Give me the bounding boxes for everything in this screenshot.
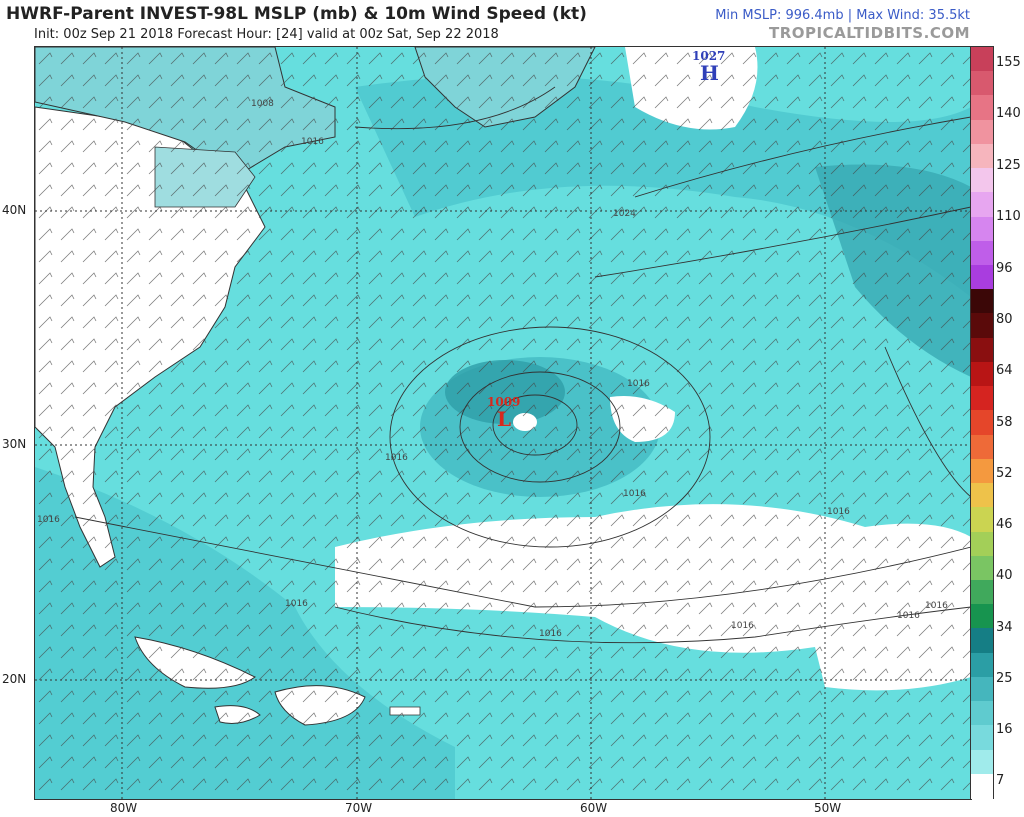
colorbar-segment (971, 143, 993, 169)
colorbar-segment (971, 240, 993, 266)
colorbar-segment (971, 216, 993, 242)
colorbar-label: 110 (996, 209, 1021, 224)
colorbar-label: 58 (996, 415, 1013, 430)
isobar-label: 1016 (539, 629, 562, 639)
isobar-label: 1016 (37, 515, 60, 525)
colorbar-segment (971, 555, 993, 581)
colorbar-segment (971, 337, 993, 363)
map-title: HWRF-Parent INVEST-98L MSLP (mb) & 10m W… (6, 4, 587, 24)
colorbar-segment (971, 701, 993, 726)
colorbar-label: 80 (996, 312, 1013, 327)
colorbar-segment (971, 676, 993, 702)
isobar-label: 1016 (623, 489, 646, 499)
isobar-label: 1016 (301, 137, 324, 147)
isobar-label: 1016 (731, 621, 754, 631)
colorbar-segment (971, 47, 993, 72)
colorbar-segment (971, 168, 993, 193)
colorbar-segment (971, 71, 993, 97)
colorbar-segment (971, 628, 993, 654)
isobar-label: 1024 (613, 209, 636, 219)
colorbar-label: 46 (996, 517, 1013, 532)
colorbar-segment (971, 265, 993, 290)
storm-stats: Min MSLP: 996.4mb | Max Wind: 35.5kt (715, 8, 970, 23)
brand-watermark: TROPICALTIDBITS.COM (769, 24, 970, 42)
colorbar-segment (971, 361, 993, 387)
lon-label: 80W (110, 801, 138, 815)
colorbar-segment (971, 458, 993, 484)
colorbar-label: 140 (996, 106, 1021, 121)
colorbar-label: 96 (996, 261, 1013, 276)
colorbar-segment (971, 119, 993, 145)
low-symbol: L (497, 407, 512, 431)
colorbar-label: 64 (996, 363, 1013, 378)
high-symbol: H (700, 61, 719, 85)
low-pressure-value: 1009 (487, 395, 521, 409)
wind-speed-colorbar (970, 46, 994, 799)
isobar-label: 1016 (925, 601, 948, 611)
weather-map: 1009 L 1027 H 1008 1016 1024 1016 1016 1… (34, 46, 972, 800)
map-canvas (35, 47, 971, 799)
colorbar-segment (971, 313, 993, 339)
colorbar-segment (971, 289, 993, 315)
colorbar-segment (971, 192, 993, 218)
wind-barbs (35, 47, 971, 799)
isobar-label: 1016 (897, 611, 920, 621)
lat-label: 30N (2, 437, 27, 451)
lat-label: 40N (2, 203, 27, 217)
colorbar-segment (971, 604, 993, 629)
colorbar-label: 34 (996, 620, 1013, 635)
graticule (35, 47, 971, 799)
colorbar-label: 125 (996, 158, 1021, 173)
colorbar-segment (971, 725, 993, 751)
colorbar-label: 52 (996, 466, 1013, 481)
colorbar-label: 40 (996, 568, 1013, 583)
colorbar-label: 155 (996, 55, 1021, 70)
isobars (74, 86, 971, 644)
colorbar-label: 7 (996, 773, 1005, 788)
colorbar-segment (971, 483, 993, 508)
isobar-label: 1016 (385, 453, 408, 463)
colorbar-label: 16 (996, 722, 1013, 737)
isobar-label: 1016 (285, 599, 308, 609)
colorbar-segment (971, 434, 993, 460)
lat-label: 20N (2, 672, 27, 686)
colorbar-segment (971, 773, 993, 799)
forecast-info: Init: 00z Sep 21 2018 Forecast Hour: [24… (34, 27, 499, 42)
lon-label: 70W (345, 801, 373, 815)
colorbar-segment (971, 95, 993, 121)
colorbar-segment (971, 749, 993, 775)
isobar-label: 1008 (251, 99, 274, 109)
colorbar-segment (971, 386, 993, 411)
lon-label: 50W (814, 801, 842, 815)
high-pressure-value: 1027 (692, 49, 726, 63)
lon-label: 60W (580, 801, 608, 815)
isobar-label: 1016 (627, 379, 650, 389)
colorbar-segment (971, 507, 993, 533)
isobar-label: 1016 (827, 507, 850, 517)
colorbar-segment (971, 652, 993, 678)
colorbar-segment (971, 531, 993, 557)
colorbar-segment (971, 579, 993, 605)
colorbar-segment (971, 410, 993, 436)
colorbar-label: 25 (996, 671, 1013, 686)
